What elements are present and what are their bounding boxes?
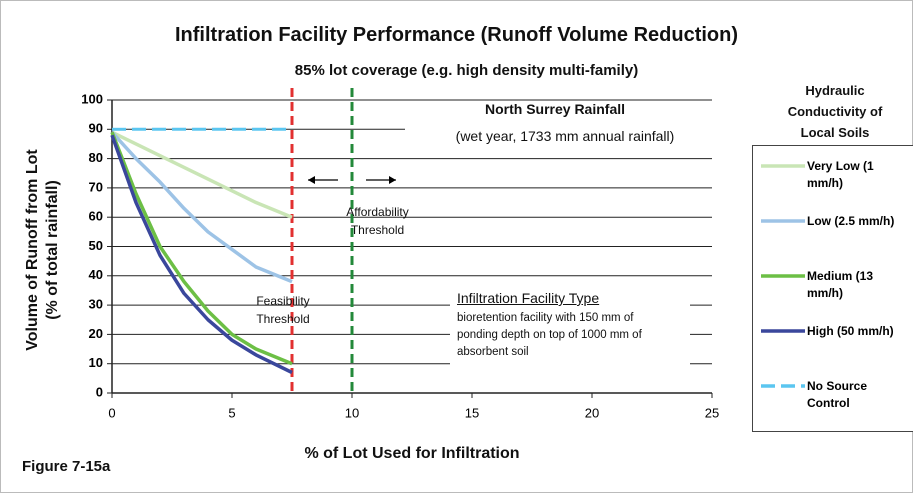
x-tick-label: 15 <box>465 405 479 420</box>
y-axis-label: Volume of Runoff from Lot (% of total ra… <box>23 100 67 400</box>
legend: Very Low (1 mm/h) Low (2.5 mm/h) Medium (1… <box>752 145 913 432</box>
legend-swatch <box>761 219 805 223</box>
chart-title: Infiltration Facility Performance (Runof… <box>175 24 738 46</box>
legend-item: High (50 mm/h) <box>759 323 907 340</box>
figure-label: Figure 7-15a <box>22 458 111 475</box>
x-tick-label: 0 <box>108 405 115 420</box>
annotation: Infiltration Facility Type <box>457 290 600 306</box>
legend-title: Hydraulic Conductivity of Local Soils <box>787 83 883 140</box>
x-tick-label: 25 <box>705 405 719 420</box>
legend-swatch <box>761 274 805 278</box>
legend-swatch <box>761 329 805 333</box>
annotation: (wet year, 1733 mm annual rainfall) <box>405 128 725 144</box>
legend-label: No Source Control <box>807 379 868 410</box>
legend-item: Very Low (1 mm/h) <box>759 158 907 192</box>
legend-item: Medium (13 mm/h) <box>759 268 907 302</box>
y-tick-label: 100 <box>81 91 103 106</box>
legend-label: Medium (13 mm/h) <box>807 269 874 300</box>
legend-label: Very Low (1 mm/h) <box>807 159 874 190</box>
y-tick-label: 70 <box>89 179 103 194</box>
x-tick-label: 10 <box>345 405 359 420</box>
y-tick-label: 10 <box>89 355 103 370</box>
y-axis-label-line: (% of total rainfall) <box>44 180 61 320</box>
series-line <box>110 131 293 366</box>
x-tick-label: 20 <box>585 405 599 420</box>
x-axis-label: % of Lot Used for Infiltration <box>304 445 520 462</box>
legend-item: Low (2.5 mm/h) <box>759 213 907 230</box>
legend-label: High (50 mm/h) <box>807 324 894 338</box>
series-line <box>110 134 293 375</box>
arrow-head <box>389 176 396 184</box>
annotation: North Surrey Rainfall <box>420 101 690 117</box>
y-tick-label: 30 <box>89 297 103 312</box>
y-tick-label: 50 <box>89 238 103 253</box>
x-tick-label: 5 <box>228 405 235 420</box>
y-tick-label: 60 <box>89 209 103 224</box>
y-tick-label: 80 <box>89 150 103 165</box>
chart-subtitle: 85% lot coverage (e.g. high density mult… <box>294 62 639 79</box>
annotation-box: Infiltration Facility Type bioretention … <box>450 290 690 385</box>
annotation: bioretention facility with 150 mm of pon… <box>457 312 642 358</box>
annotation: Feasibility Threshold <box>256 294 310 326</box>
legend-swatch <box>761 164 805 168</box>
series-line <box>110 131 293 284</box>
legend-label: Low (2.5 mm/h) <box>807 214 895 228</box>
legend-item: No Source Control <box>759 378 907 412</box>
arrow-head <box>308 176 315 184</box>
y-tick-label: 40 <box>89 267 103 282</box>
annotation: Affordability Threshold <box>346 205 409 237</box>
y-tick-label: 90 <box>89 121 103 136</box>
y-axis-label-line: Volume of Runoff from Lot <box>24 149 41 351</box>
series-line <box>111 130 293 219</box>
y-tick-label: 20 <box>89 326 103 341</box>
y-tick-label: 0 <box>96 384 103 399</box>
legend-swatch <box>761 384 805 388</box>
